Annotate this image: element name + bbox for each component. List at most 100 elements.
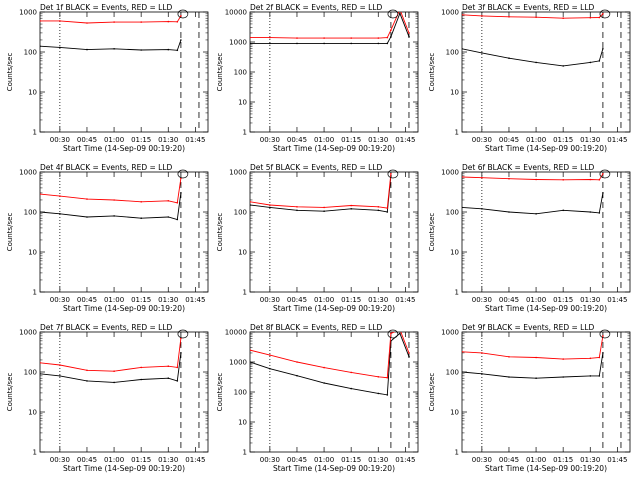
y-axis-label: Counts/sec — [428, 53, 436, 92]
data-point — [167, 48, 170, 51]
y-axis-label: Counts/sec — [428, 213, 436, 252]
event-marker-circle — [177, 9, 189, 19]
data-point — [296, 209, 298, 212]
data-point — [350, 387, 353, 390]
data-point — [598, 60, 601, 62]
data-point — [140, 21, 142, 23]
data-point — [589, 375, 592, 377]
data-point — [462, 206, 463, 209]
lld-series-line — [462, 13, 604, 19]
y-tick-label: 1000 — [441, 169, 459, 177]
x-tick-label: 01:45 — [395, 296, 415, 304]
events-series-line — [40, 192, 182, 221]
data-point — [113, 381, 115, 384]
y-tick-label: 1000 — [229, 39, 247, 47]
x-tick-label: 01:00 — [314, 296, 334, 304]
data-point — [408, 32, 410, 34]
x-tick-label: 01:15 — [553, 456, 573, 464]
y-tick-label: 1000 — [19, 329, 37, 337]
panel-title: Det 7f BLACK = Events, RED = LLD — [40, 323, 173, 332]
data-point — [167, 216, 170, 218]
x-tick-label: 00:30 — [472, 296, 492, 304]
data-point — [323, 206, 325, 209]
plot-frame — [249, 331, 419, 453]
detector-panel: Det 4f BLACK = Events, RED = LLD 1 10 100 10… — [6, 163, 209, 313]
plot-frame — [39, 171, 209, 293]
plot-frame — [249, 11, 419, 133]
data-point — [602, 335, 604, 337]
x-tick-label: 00:45 — [287, 296, 307, 304]
data-point — [602, 352, 604, 354]
data-point — [508, 356, 510, 358]
data-point — [562, 376, 564, 378]
event-marker-circle — [599, 9, 611, 19]
y-tick-label: 100 — [446, 369, 459, 377]
x-tick-label: 01:30 — [368, 136, 388, 144]
data-point — [399, 12, 401, 15]
data-point — [562, 17, 564, 20]
data-point — [296, 42, 298, 45]
y-tick-label: 10 — [450, 409, 459, 417]
y-axis-label: Counts/sec — [216, 53, 224, 92]
event-marker-circle — [387, 329, 399, 339]
data-point — [481, 176, 483, 179]
data-point — [113, 215, 115, 217]
plot-frame — [39, 331, 209, 453]
data-point — [113, 21, 115, 23]
panel-title: Det 4f BLACK = Events, RED = LLD — [40, 163, 173, 172]
data-point — [323, 37, 325, 39]
events-series-line — [462, 352, 604, 379]
data-point — [377, 37, 380, 39]
x-tick-label: 00:45 — [77, 296, 97, 304]
y-tick-label: 10 — [238, 99, 247, 107]
x-axis-label: Start Time (14-Sep-09 00:19:20) — [485, 464, 607, 473]
data-point — [535, 178, 537, 181]
y-axis-label: Counts/sec — [428, 373, 436, 412]
x-tick-label: 01:45 — [185, 296, 205, 304]
data-point — [598, 179, 601, 181]
x-tick-label: 01:15 — [341, 296, 361, 304]
data-point — [167, 365, 170, 368]
data-point — [377, 376, 380, 378]
panel-title: Det 9f BLACK = Events, RED = LLD — [462, 323, 595, 332]
data-point — [408, 352, 410, 354]
x-tick-label: 01:15 — [341, 456, 361, 464]
x-tick-label: 01:30 — [368, 296, 388, 304]
data-point — [180, 15, 182, 17]
x-axis-label: Start Time (14-Sep-09 00:19:20) — [273, 144, 395, 153]
x-tick-label: 01:15 — [553, 296, 573, 304]
y-tick-label: 10 — [238, 419, 247, 427]
x-axis-label: Start Time (14-Sep-09 00:19:20) — [273, 464, 395, 473]
data-point — [408, 35, 410, 38]
x-tick-label: 01:45 — [607, 136, 627, 144]
y-tick-label: 100 — [24, 209, 37, 217]
x-tick-label: 01:00 — [104, 136, 124, 144]
data-point — [508, 57, 510, 59]
y-tick-label: 100 — [446, 49, 459, 57]
data-point — [508, 211, 510, 213]
data-point — [250, 36, 251, 39]
data-point — [462, 14, 463, 16]
data-point — [508, 15, 510, 18]
data-point — [86, 216, 88, 218]
data-point — [250, 42, 251, 45]
data-point — [462, 48, 463, 50]
events-series-line — [250, 175, 392, 213]
data-point — [86, 369, 88, 372]
data-point — [140, 378, 142, 381]
data-point — [350, 204, 353, 207]
data-point — [296, 37, 298, 39]
data-point — [323, 210, 325, 212]
events-series-line — [250, 332, 410, 396]
data-point — [390, 35, 392, 38]
data-point — [386, 207, 389, 209]
data-point — [390, 173, 392, 175]
detector-panel: Det 2f BLACK = Events, RED = LLD 1 10 100 10… — [216, 3, 419, 153]
data-point — [176, 366, 179, 369]
y-tick-label: 1000 — [441, 9, 459, 17]
data-point — [180, 39, 182, 41]
data-point — [59, 364, 61, 366]
data-point — [269, 354, 271, 356]
x-tick-label: 01:00 — [526, 136, 546, 144]
data-point — [481, 373, 483, 375]
